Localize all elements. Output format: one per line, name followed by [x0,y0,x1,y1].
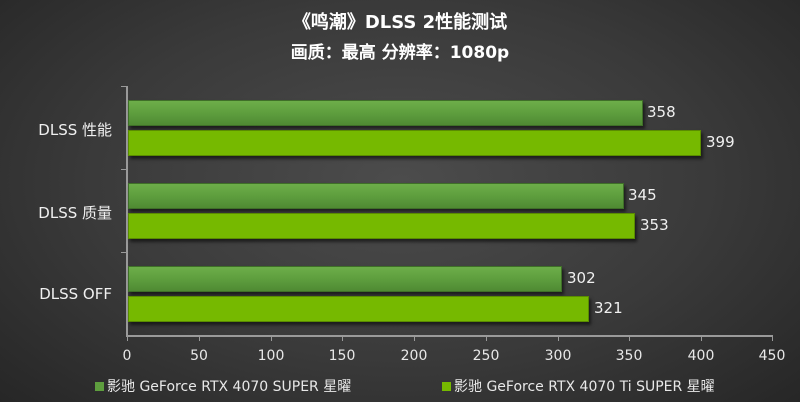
x-tick-label: 350 [615,348,643,364]
bar-series1-dlss-performance [128,100,643,126]
x-tick [414,335,415,341]
chart-title: 《鸣潮》DLSS 2性能测试 [292,12,508,33]
data-label: 321 [594,299,623,317]
data-label: 399 [706,133,735,151]
x-tick [486,335,487,341]
x-tick [127,335,128,341]
data-label: 353 [640,216,669,234]
x-tick-label: 100 [257,348,285,364]
x-tick [701,335,702,341]
x-tick-label: 450 [758,348,786,364]
y-tick [121,86,127,87]
bar-series1-dlss-off [128,266,562,292]
x-tick-label: 150 [328,348,356,364]
x-tick-label: 300 [544,348,572,364]
bar-series2-dlss-performance [128,130,701,156]
category-label: DLSS OFF [39,285,112,303]
y-tick [121,169,127,170]
bar-series2-dlss-quality [128,213,635,239]
x-axis-line [126,335,773,337]
x-tick-label: 400 [687,348,715,364]
category-label: DLSS 性能 [38,121,112,139]
bar-series2-dlss-off [128,296,589,322]
x-tick [199,335,200,341]
bar-series1-dlss-quality [128,183,624,209]
x-tick-label: 250 [472,348,500,364]
x-tick [271,335,272,341]
x-tick [558,335,559,341]
data-label: 345 [628,186,657,204]
y-tick [121,252,127,253]
x-tick [629,335,630,341]
legend-swatch-icon [442,381,451,391]
legend-label: 影驰 GeForce RTX 4070 Ti SUPER 星曜 [454,379,715,395]
x-tick [772,335,773,341]
x-tick-label: 200 [400,348,428,364]
x-tick-label: 0 [122,348,132,364]
data-label: 358 [647,103,676,121]
x-tick [342,335,343,341]
category-label: DLSS 质量 [38,204,112,222]
x-tick-label: 50 [190,348,208,364]
data-label: 302 [567,269,596,287]
chart-subtitle: 画质：最高 分辨率：1080p [290,43,510,63]
legend-item-series1: 影驰 GeForce RTX 4070 SUPER 星曜 [95,376,351,396]
legend-swatch-icon [95,381,104,391]
legend-item-series2: 影驰 GeForce RTX 4070 Ti SUPER 星曜 [442,376,715,396]
legend-label: 影驰 GeForce RTX 4070 SUPER 星曜 [107,379,352,395]
y-axis-line [126,86,128,336]
